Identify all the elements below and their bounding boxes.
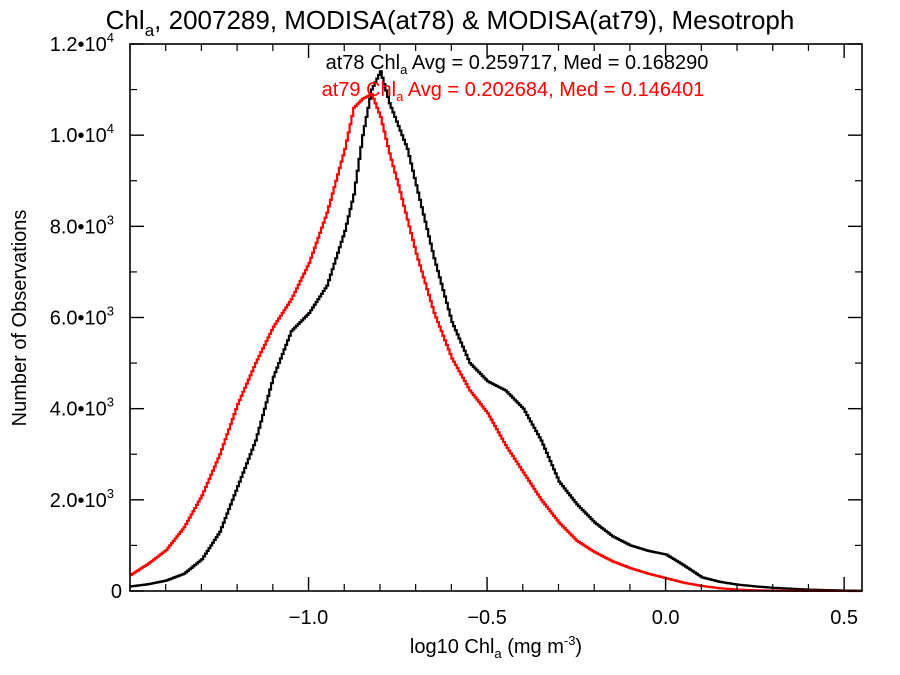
legend-at78-suffix: Avg = 0.259717, Med = 0.168290 (407, 52, 708, 74)
plot-frame (129, 43, 863, 592)
y-tick-label: 4.0•103 (50, 395, 114, 421)
histogram-series-at79 (130, 93, 862, 593)
y-axis-label: Number of Observations (9, 210, 31, 427)
chart-title-prefix: Chl (106, 5, 145, 35)
chart-title: Chla, 2007289, MODISA(at78) & MODISA(at7… (106, 5, 795, 40)
y-tick-label: 0 (111, 581, 122, 603)
chart-title-suffix: , 2007289, MODISA(at78) & MODISA(at79), … (154, 5, 794, 35)
legend-at79-subscript: a (396, 89, 404, 104)
histogram-series-at78 (130, 70, 864, 592)
x-axis-label: log10 Chla (mg m-3) (410, 633, 582, 661)
y-tick-label: 1.2•104 (50, 30, 114, 56)
x-tick-label: −0.5 (467, 607, 506, 629)
legend-at78-prefix: at78 Chl (326, 52, 401, 74)
x-axis-label-prefix: log10 Chl (410, 636, 495, 658)
legend-entry-at78: at78 Chla Avg = 0.259717, Med = 0.168290 (326, 52, 709, 77)
x-axis-label-subscript: a (494, 646, 502, 661)
legend-at79-suffix: Avg = 0.202684, Med = 0.146401 (403, 79, 704, 101)
legend-at78-subscript: a (400, 62, 408, 77)
x-axis-label-superscript: -3 (564, 633, 576, 648)
tick-layer: −1.0 −0.5 0.0 0.5 0 2.0•103 4.0•103 6.0•103 8.0•… (50, 30, 862, 629)
x-axis-label-suffix: ) (575, 636, 582, 658)
y-tick-label: 6.0•103 (50, 304, 114, 330)
legend-at79-prefix: at79 Chl (322, 79, 397, 101)
x-axis-label-middle: (mg m (502, 636, 564, 658)
chart-title-subscript: a (145, 21, 155, 40)
y-tick-label: 1.0•104 (50, 121, 114, 147)
x-tick-label: 0.5 (830, 607, 858, 629)
y-tick-label: 8.0•103 (50, 212, 114, 238)
x-tick-label: −1.0 (289, 607, 328, 629)
x-tick-label: 0.0 (652, 607, 680, 629)
y-tick-label: 2.0•103 (50, 486, 114, 512)
legend-entry-at79: at79 Chla Avg = 0.202684, Med = 0.146401 (322, 79, 705, 104)
series-layer (130, 70, 864, 593)
